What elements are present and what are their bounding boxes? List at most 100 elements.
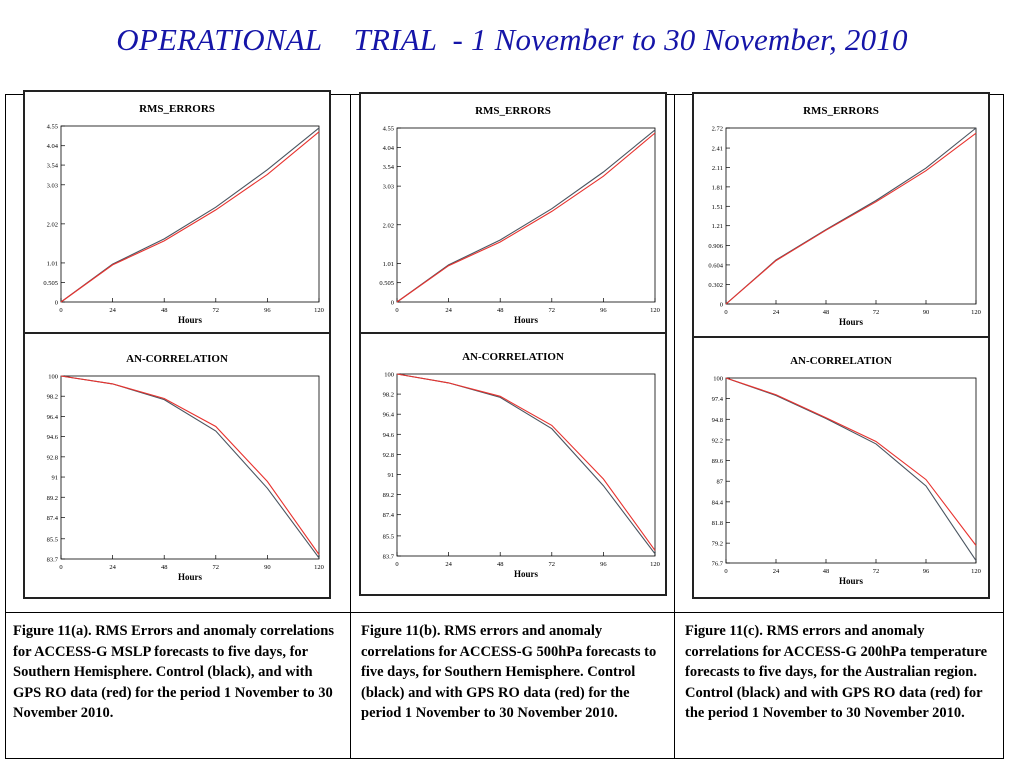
x-tick-label: 120 xyxy=(650,561,660,568)
table-bottom-border xyxy=(5,758,1004,759)
x-axis-label: Hours xyxy=(839,576,864,586)
y-tick-label: 87.4 xyxy=(383,512,395,519)
chart-title: RMS_ERRORS xyxy=(475,105,551,117)
y-tick-label: 0.906 xyxy=(708,243,723,250)
series-line-control xyxy=(60,375,320,559)
y-tick-label: 85.5 xyxy=(47,536,58,543)
y-tick-label: 1.81 xyxy=(712,184,723,191)
y-tick-label: 4.04 xyxy=(383,145,395,152)
y-tick-label: 91 xyxy=(388,472,395,479)
y-tick-label: 92.2 xyxy=(712,437,723,444)
y-tick-label: 94.8 xyxy=(712,417,723,424)
x-tick-label: 96 xyxy=(600,561,607,568)
y-tick-label: 4.55 xyxy=(383,126,394,133)
x-axis-label: Hours xyxy=(839,317,864,327)
y-tick-label: 1.21 xyxy=(712,223,723,230)
y-tick-label: 87.4 xyxy=(47,515,59,522)
y-tick-label: 4.04 xyxy=(47,143,59,150)
y-tick-label: 2.11 xyxy=(712,165,723,172)
y-tick-label: 84.4 xyxy=(712,499,724,506)
chart-a-rms: RMS_ERRORS 4.55 4.04 3.54 3.03 2.02 1.01 0.505 0… xyxy=(43,103,324,325)
x-tick-label: 0 xyxy=(395,307,398,314)
y-tick-label: 100 xyxy=(48,374,58,381)
caption-figure-11a: Figure 11(a). RMS Errors and anomaly cor… xyxy=(13,623,334,721)
y-tick-label: 1.01 xyxy=(383,261,394,268)
x-tick-label: 0 xyxy=(724,568,727,575)
chart-divider xyxy=(694,336,988,338)
y-tick-label: 0.302 xyxy=(708,282,723,289)
x-tick-label: 120 xyxy=(971,568,981,575)
x-tick-label: 72 xyxy=(873,309,880,316)
series-line-control xyxy=(396,129,656,303)
page-title: OPERATIONAL TRIAL - 1 November to 30 Nov… xyxy=(116,22,908,57)
y-tick-label: 83.7 xyxy=(47,557,59,564)
series-line-gps-ro xyxy=(396,373,656,551)
y-tick-label: 0 xyxy=(720,302,723,309)
series-line-gps-ro xyxy=(60,131,320,303)
x-tick-label: 96 xyxy=(923,568,930,575)
x-tick-label: 72 xyxy=(213,307,220,314)
chart-b-ancorrelation: AN-CORRELATION 100 98.2 96.4 94.6 92.8 91 89.2 8… xyxy=(383,351,660,579)
plot-area-frame xyxy=(60,375,320,560)
y-tick-label: 85.5 xyxy=(383,533,394,540)
x-axis-label: Hours xyxy=(514,569,539,579)
x-tick-label: 0 xyxy=(724,309,727,316)
y-tick-label: 3.54 xyxy=(383,164,395,171)
x-tick-label: 24 xyxy=(773,568,780,575)
chart-c-rms: RMS_ERRORS 2.72 2.41 2.11 1.81 1.51 1.21 0.906 0… xyxy=(708,105,981,327)
y-tick-label: 0.604 xyxy=(708,262,723,269)
y-tick-label: 89.2 xyxy=(383,492,394,499)
y-tick-label: 0 xyxy=(55,300,58,307)
x-tick-label: 48 xyxy=(161,564,168,571)
series-line-gps-ro xyxy=(60,375,320,555)
plot-area-frame xyxy=(396,127,656,303)
y-tick-label: 0.505 xyxy=(43,280,58,287)
y-tick-label: 83.7 xyxy=(383,554,395,561)
x-tick-label: 24 xyxy=(445,307,452,314)
plot-area-frame xyxy=(396,373,656,557)
x-tick-label: 0 xyxy=(59,564,62,571)
x-axis-label: Hours xyxy=(514,315,539,325)
y-tick-label: 94.6 xyxy=(383,432,395,439)
x-tick-label: 48 xyxy=(497,307,504,314)
y-tick-label: 2.02 xyxy=(383,222,394,229)
series-line-gps-ro xyxy=(725,377,977,546)
y-tick-label: 2.02 xyxy=(47,221,58,228)
x-axis-label: Hours xyxy=(178,572,203,582)
series-line-control xyxy=(60,127,320,303)
y-tick-label: 3.54 xyxy=(47,163,59,170)
chart-b-rms: RMS_ERRORS 4.55 4.04 3.54 3.03 2.02 1.01 0.505 0… xyxy=(379,105,660,325)
y-tick-label: 79.2 xyxy=(712,541,723,548)
table-middle-border xyxy=(5,612,1004,613)
y-tick-label: 94.6 xyxy=(47,434,59,441)
x-tick-label: 24 xyxy=(445,561,452,568)
chart-title: AN-CORRELATION xyxy=(462,351,564,363)
y-tick-label: 89.6 xyxy=(712,458,724,465)
series-line-gps-ro xyxy=(725,132,977,305)
chart-box-a: RMS_ERRORS 4.55 4.04 3.54 3.03 2.02 1.01 0.505 0… xyxy=(23,90,331,599)
x-tick-label: 24 xyxy=(773,309,780,316)
y-tick-label: 100 xyxy=(713,376,723,383)
x-axis-label: Hours xyxy=(178,315,203,325)
series-line-control xyxy=(396,373,656,555)
y-tick-label: 87 xyxy=(717,479,724,486)
x-tick-label: 72 xyxy=(873,568,880,575)
y-tick-label: 1.01 xyxy=(47,260,58,267)
table-divider-2 xyxy=(674,94,675,759)
y-tick-label: 4.55 xyxy=(47,124,58,131)
series-line-control xyxy=(725,377,977,561)
x-tick-label: 72 xyxy=(549,307,556,314)
y-tick-label: 92.8 xyxy=(47,454,58,461)
x-tick-label: 96 xyxy=(600,307,607,314)
chart-divider xyxy=(361,332,665,334)
x-tick-label: 48 xyxy=(497,561,504,568)
x-tick-label: 90 xyxy=(264,564,271,571)
y-tick-label: 91 xyxy=(52,475,59,482)
y-tick-label: 0 xyxy=(391,300,394,307)
x-tick-label: 24 xyxy=(109,307,116,314)
y-tick-label: 100 xyxy=(384,372,394,379)
chart-c-ancorrelation: AN-CORRELATION 100 97.4 94.8 92.2 89.6 87 84.4 8… xyxy=(712,355,981,586)
x-tick-label: 90 xyxy=(923,309,930,316)
x-tick-label: 48 xyxy=(161,307,168,314)
x-tick-label: 72 xyxy=(213,564,220,571)
